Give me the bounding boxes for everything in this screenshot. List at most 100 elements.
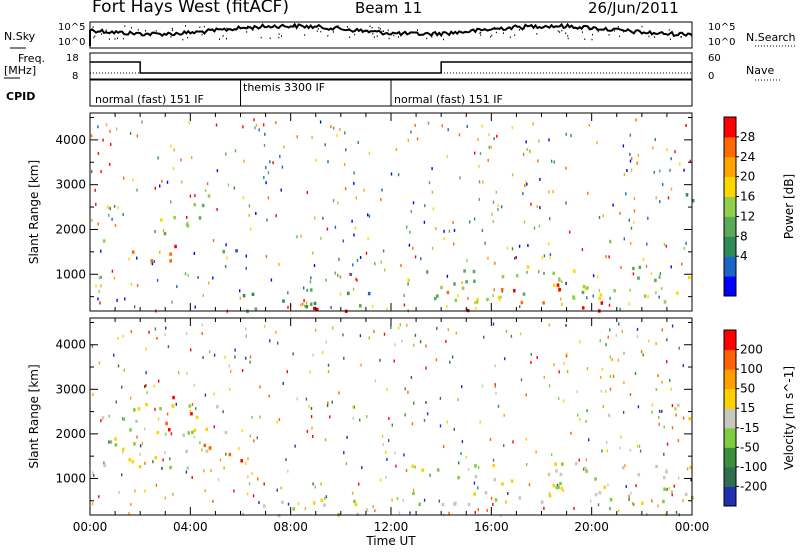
echo-cell	[474, 474, 478, 479]
echo-cell	[557, 485, 560, 489]
scatter-cell	[630, 241, 632, 245]
scatter-cell	[165, 326, 167, 330]
scatter-cell	[639, 449, 642, 453]
scatter-cell	[98, 289, 100, 293]
echo-cell	[131, 250, 135, 254]
scatter-cell	[487, 256, 489, 260]
scatter-cell	[161, 179, 163, 183]
y-tick-label: 1000	[55, 267, 86, 281]
echo-cell	[540, 500, 544, 504]
scatter-cell	[653, 170, 655, 174]
scatter-cell	[628, 494, 630, 498]
scatter-cell	[350, 273, 353, 277]
nsearch-dot	[388, 37, 390, 40]
scatter-cell	[162, 229, 165, 233]
scatter-cell	[233, 489, 235, 493]
scatter-cell	[115, 400, 117, 404]
scatter-cell	[285, 458, 287, 462]
scatter-cell	[139, 444, 142, 448]
scatter-cell	[633, 209, 636, 213]
panel-frame	[89, 112, 693, 312]
scatter-cell	[154, 230, 156, 233]
nsearch-dot	[608, 34, 610, 36]
echo-cell	[313, 306, 316, 311]
scatter-cell	[384, 268, 386, 272]
scatter-cell	[249, 227, 252, 231]
scatter-cell	[606, 440, 608, 444]
scatter-cell	[404, 387, 406, 391]
scatter-cell	[424, 204, 426, 208]
scatter-cell	[661, 409, 663, 413]
scatter-cell	[528, 483, 531, 487]
echo-cell	[552, 283, 556, 288]
scatter-cell	[410, 130, 412, 134]
scatter-cell	[344, 187, 347, 191]
colorbar-swatch	[724, 330, 736, 351]
scatter-cell	[95, 284, 97, 288]
scatter-cell	[492, 294, 494, 298]
echo-cell	[515, 274, 519, 278]
scatter-cell	[597, 503, 600, 507]
scatter-cell	[671, 404, 674, 408]
scatter-cell	[161, 466, 163, 470]
nsearch-dot	[199, 26, 201, 28]
scatter-cell	[490, 145, 492, 149]
scatter-cell	[636, 161, 638, 165]
nsearch-dot	[417, 29, 418, 31]
echo-cell	[663, 487, 666, 491]
colorbar-tick-label: 8	[740, 229, 748, 243]
scatter-cell	[374, 509, 376, 513]
echo-cell	[583, 466, 587, 471]
scatter-cell	[403, 453, 405, 457]
nsearch-dot	[149, 33, 151, 35]
colorbar-tick-label: 100	[740, 362, 763, 376]
scatter-cell	[577, 413, 579, 417]
scatter-cell	[91, 344, 94, 348]
scatter-cell	[505, 500, 507, 504]
scatter-cell	[592, 274, 595, 278]
scatter-cell	[581, 248, 584, 252]
colorbar-swatch	[724, 447, 736, 468]
scatter-cell	[276, 420, 278, 424]
scatter-cell	[549, 256, 551, 260]
scatter-cell	[563, 362, 565, 365]
scatter-cell	[165, 432, 167, 436]
echo-cell	[559, 481, 562, 486]
scatter-cell	[453, 427, 455, 431]
scatter-cell	[448, 229, 451, 233]
scatter-cell	[573, 506, 575, 510]
x-tick-label: 00:00	[675, 520, 710, 534]
scatter-cell	[671, 324, 674, 328]
scatter-cell	[503, 413, 505, 417]
scatter-cell	[675, 413, 677, 417]
echo-cell	[102, 239, 106, 243]
scatter-cell	[655, 291, 657, 295]
scatter-cell	[539, 206, 541, 210]
scatter-cell	[537, 159, 539, 163]
scatter-cell	[130, 282, 133, 286]
echo-cell	[621, 466, 625, 470]
colorbar-tick-label: 4	[740, 249, 748, 263]
echo-cell	[169, 252, 172, 256]
nsearch-dot	[578, 26, 580, 28]
echo-cell	[556, 283, 560, 287]
scatter-cell	[144, 489, 146, 493]
nsearch-dot	[247, 26, 249, 28]
scatter-cell	[405, 468, 408, 472]
y-tick-label: 2000	[55, 222, 86, 236]
x-tick-label: 20:00	[574, 520, 609, 534]
scatter-cell	[667, 196, 670, 200]
scatter-cell	[487, 158, 489, 162]
scatter-cell	[629, 288, 631, 292]
echo-cell	[171, 404, 175, 408]
scatter-cell	[234, 348, 236, 352]
scatter-cell	[363, 188, 365, 192]
colorbar-tick-label: 28	[740, 130, 755, 144]
echo-cell	[613, 289, 616, 293]
scatter-cell	[367, 237, 369, 241]
scatter-cell	[108, 414, 110, 418]
scatter-cell	[245, 266, 247, 270]
scatter-cell	[675, 510, 678, 514]
scatter-cell	[327, 401, 329, 405]
scatter-cell	[327, 370, 330, 374]
